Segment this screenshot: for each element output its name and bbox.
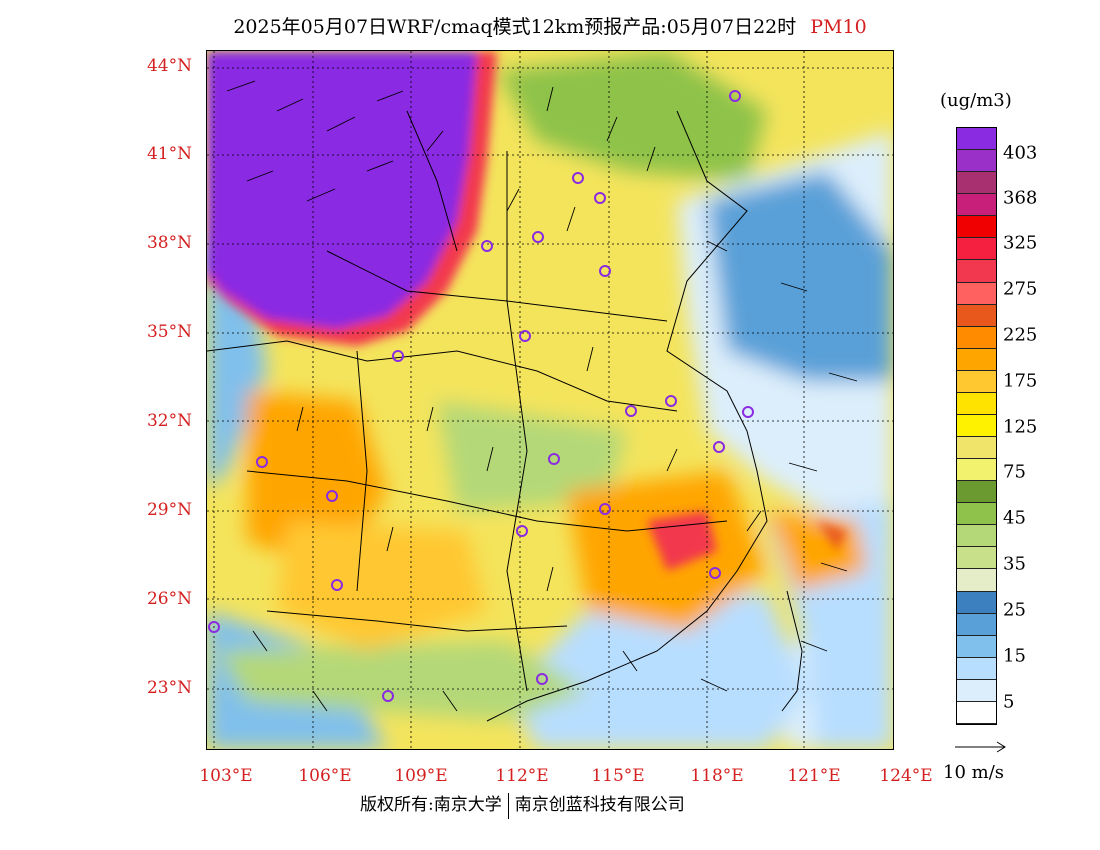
colorbar xyxy=(956,127,997,725)
lat-label-26n: 26°N xyxy=(146,589,192,609)
colorbar-segment xyxy=(957,348,996,371)
wind-reference-arrow xyxy=(955,741,1006,753)
boundaries xyxy=(207,110,803,722)
city-markers xyxy=(208,90,754,702)
colorbar-segment xyxy=(957,128,996,151)
colorbar-label-5: 5 xyxy=(1003,691,1015,713)
lon-label-115e: 115°E xyxy=(591,766,645,786)
title-variable: PM10 xyxy=(810,16,867,38)
colorbar-segment xyxy=(957,150,996,173)
colorbar-segment xyxy=(957,370,996,393)
colorbar-segment xyxy=(957,525,996,548)
colorbar-segment xyxy=(957,503,996,526)
colorbar-segment xyxy=(957,481,996,504)
wind-vectors xyxy=(226,80,858,712)
lon-label-121e: 121°E xyxy=(787,766,841,786)
colorbar-label-75: 75 xyxy=(1003,461,1026,483)
colorbar-segment xyxy=(957,282,996,305)
colorbar-label-275: 275 xyxy=(1003,278,1038,300)
colorbar-segment xyxy=(957,679,996,702)
wind-reference-label: 10 m/s xyxy=(943,762,1004,783)
lat-label-35n: 35°N xyxy=(146,322,192,342)
colorbar-segment xyxy=(957,172,996,195)
colorbar-label-15: 15 xyxy=(1003,645,1026,667)
lat-label-38n: 38°N xyxy=(146,233,192,253)
lon-label-106e: 106°E xyxy=(298,766,352,786)
colorbar-segment xyxy=(957,194,996,217)
pm10-field xyxy=(207,51,893,749)
lat-label-23n: 23°N xyxy=(146,678,192,698)
colorbar-segment xyxy=(957,414,996,438)
map-title: 2025年05月07日WRF/cmaq模式12km预报产品:05月07日22时 P… xyxy=(0,12,1100,39)
lon-label-118e: 118°E xyxy=(690,766,744,786)
colorbar-segment xyxy=(957,304,996,327)
colorbar-segment xyxy=(957,657,996,680)
map-panel xyxy=(206,50,894,750)
lon-label-124e: 124°E xyxy=(879,766,933,786)
footer-copyright: 版权所有:南京大学 xyxy=(360,795,502,815)
colorbar-segment xyxy=(957,216,996,239)
title-main: 2025年05月07日WRF/cmaq模式12km预报产品:05月07日22时 xyxy=(233,16,797,38)
lon-label-112e: 112°E xyxy=(495,766,549,786)
colorbar-segment xyxy=(957,591,996,614)
lat-label-32n: 32°N xyxy=(146,411,192,431)
colorbar-label-35: 35 xyxy=(1003,553,1026,575)
colorbar-segment xyxy=(957,238,996,261)
colorbar-segment xyxy=(957,392,996,415)
colorbar-segment xyxy=(957,459,996,482)
colorbar-segment xyxy=(957,437,996,460)
colorbar-segment xyxy=(957,547,996,570)
colorbar-label-25: 25 xyxy=(1003,599,1026,621)
colorbar-unit: (ug/m3) xyxy=(940,90,1012,111)
footer-company: 南京创蓝科技有限公司 xyxy=(514,795,685,815)
colorbar-label-325: 325 xyxy=(1003,232,1038,254)
lon-label-103e: 103°E xyxy=(199,766,253,786)
colorbar-segment xyxy=(957,701,996,724)
footer-credits: 版权所有:南京大学 南京创蓝科技有限公司 xyxy=(360,790,685,819)
colorbar-segment xyxy=(957,260,996,283)
colorbar-label-175: 175 xyxy=(1003,370,1038,392)
colorbar-label-368: 368 xyxy=(1003,187,1038,209)
lat-label-44n: 44°N xyxy=(146,56,192,76)
lat-label-41n: 41°N xyxy=(146,144,192,164)
colorbar-segment xyxy=(957,613,996,636)
colorbar-label-125: 125 xyxy=(1003,416,1038,438)
colorbar-label-225: 225 xyxy=(1003,324,1038,346)
colorbar-label-403: 403 xyxy=(1003,142,1038,164)
colorbar-segment xyxy=(957,326,996,349)
footer-separator xyxy=(507,792,509,819)
colorbar-segment xyxy=(957,635,996,658)
lat-label-29n: 29°N xyxy=(146,500,192,520)
colorbar-label-45: 45 xyxy=(1003,507,1026,529)
colorbar-segment xyxy=(957,569,996,592)
lon-label-109e: 109°E xyxy=(394,766,448,786)
